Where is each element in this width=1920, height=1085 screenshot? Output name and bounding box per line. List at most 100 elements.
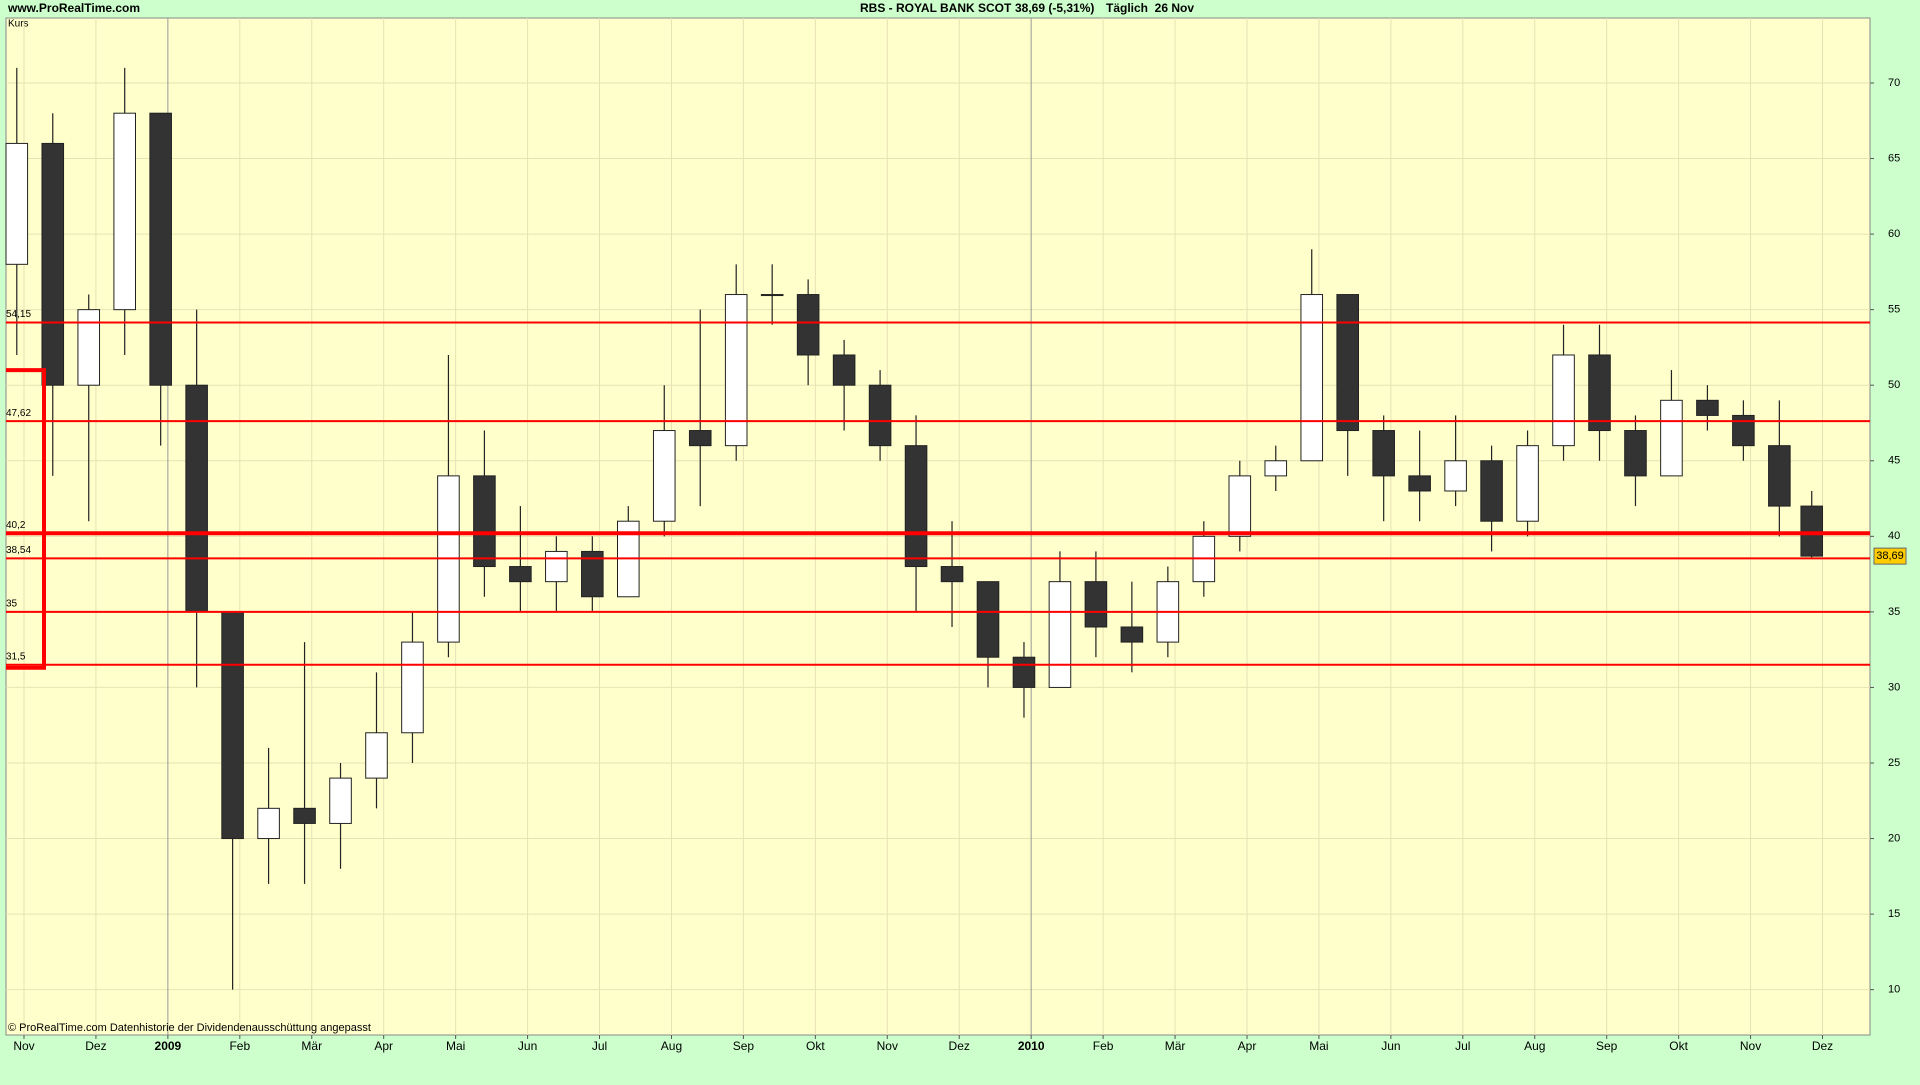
x-tick-label: Mär: [1165, 1039, 1186, 1053]
candle-body: [1588, 354, 1611, 432]
candle-body: [1408, 475, 1431, 492]
level-label: 35: [6, 599, 18, 610]
x-tick-label: Feb: [1093, 1039, 1114, 1053]
x-tick-label: Okt: [1669, 1039, 1688, 1053]
y-tick-label: 10: [1888, 984, 1900, 996]
last-price-label: 38,69: [1876, 550, 1904, 562]
y-axis-label: Kurs: [8, 19, 29, 30]
candle-body: [940, 566, 964, 583]
last-price-box: [1873, 547, 1907, 565]
candle-body: [1012, 656, 1036, 688]
x-tick-label: Mai: [446, 1039, 465, 1053]
candle-body: [1732, 414, 1755, 447]
y-tick-label: 50: [1888, 379, 1900, 391]
level-label: 54,15: [6, 309, 31, 320]
zone-bracket: [6, 368, 46, 670]
x-tick-label: Jun: [518, 1039, 537, 1053]
level-label: 47,62: [6, 408, 31, 419]
candle-body: [1696, 399, 1719, 416]
x-tick-label: Apr: [374, 1039, 393, 1053]
candle-body: [1048, 581, 1072, 688]
candle-body: [545, 550, 568, 583]
candle-body: [1800, 505, 1824, 557]
candle-body: [796, 294, 820, 356]
candle-body: [1444, 460, 1467, 492]
candle-body: [904, 445, 928, 568]
y-tick-label: 25: [1888, 757, 1900, 769]
candle-body: [832, 354, 856, 386]
footnote: © ProRealTime.com Datenhistorie der Divi…: [8, 1022, 371, 1034]
level-label: 31,5: [6, 651, 26, 662]
candle-body: [1264, 460, 1288, 477]
x-tick-label: Nov: [877, 1039, 898, 1053]
x-tick-label: 2010: [1018, 1039, 1045, 1053]
x-tick-label: Jun: [1381, 1039, 1400, 1053]
x-tick-label: Nov: [13, 1039, 34, 1053]
y-tick-label: 30: [1888, 681, 1900, 693]
x-tick-label: Mär: [301, 1039, 322, 1053]
candle-body: [868, 384, 892, 447]
candle-body: [1120, 626, 1144, 643]
y-tick-label: 20: [1888, 832, 1900, 844]
candle-body: [1768, 445, 1791, 507]
y-tick-label: 70: [1888, 77, 1900, 89]
candle-body: [77, 309, 101, 386]
level-label: 40,2: [6, 520, 26, 531]
candle-body: [652, 430, 676, 522]
source: www.ProRealTime.com: [7, 1, 140, 15]
y-tick-label: 15: [1888, 908, 1900, 920]
x-tick-label: Jul: [1455, 1039, 1470, 1053]
candle-body: [257, 807, 280, 840]
x-tick-label: Dez: [85, 1039, 106, 1053]
candle-body: [1516, 445, 1539, 522]
x-tick-label: Dez: [949, 1039, 970, 1053]
x-tick-label: Apr: [1238, 1039, 1257, 1053]
y-tick-label: 65: [1888, 152, 1900, 164]
candle-body: [149, 112, 172, 386]
x-tick-label: Feb: [229, 1039, 250, 1053]
x-tick-label: Dez: [1812, 1039, 1833, 1053]
candle-body: [41, 142, 65, 386]
candle-body: [5, 142, 29, 265]
candle-body: [1300, 294, 1324, 462]
candle-body: [1084, 581, 1108, 628]
candle-body: [401, 641, 424, 734]
plot-area: [5, 17, 1871, 1036]
candle-body: [581, 550, 604, 598]
chart-subtitle: 38,69 (-5,31%): [1015, 1, 1094, 15]
candle-body: [293, 807, 316, 824]
candle-body: [1624, 430, 1647, 477]
x-tick-label: Okt: [806, 1039, 825, 1053]
candle-body: [1552, 354, 1575, 447]
level-label: 38,54: [6, 545, 31, 556]
candle-body: [113, 112, 136, 311]
candle-body: [185, 384, 208, 613]
x-tick-label: Jul: [592, 1039, 607, 1053]
x-tick-label: 2009: [155, 1039, 182, 1053]
y-tick-label: 35: [1888, 606, 1900, 618]
x-tick-label: Mai: [1309, 1039, 1328, 1053]
candle-body: [688, 430, 712, 447]
candle-body: [509, 566, 532, 583]
candle-body: [1372, 430, 1395, 477]
x-tick-label: Aug: [1524, 1039, 1545, 1053]
x-tick-label: Sep: [733, 1039, 755, 1053]
candle-body: [1228, 475, 1252, 537]
candle-body: [1660, 399, 1683, 477]
chart-title: RBS - ROYAL BANK SCOT: [860, 1, 1012, 15]
x-tick-label: Nov: [1740, 1039, 1761, 1053]
candle-body: [221, 611, 244, 840]
candle-body: [760, 294, 784, 297]
candle-body: [1336, 294, 1359, 432]
candle-body: [365, 732, 388, 779]
y-tick-label: 60: [1888, 228, 1900, 240]
candle-body: [976, 581, 1000, 658]
candle-body: [1480, 460, 1503, 522]
period: Täglich 26 Nov: [1106, 1, 1194, 15]
y-tick-label: 45: [1888, 455, 1900, 467]
candle-body: [329, 777, 352, 824]
x-tick-label: Aug: [661, 1039, 682, 1053]
candle-body: [724, 294, 748, 447]
